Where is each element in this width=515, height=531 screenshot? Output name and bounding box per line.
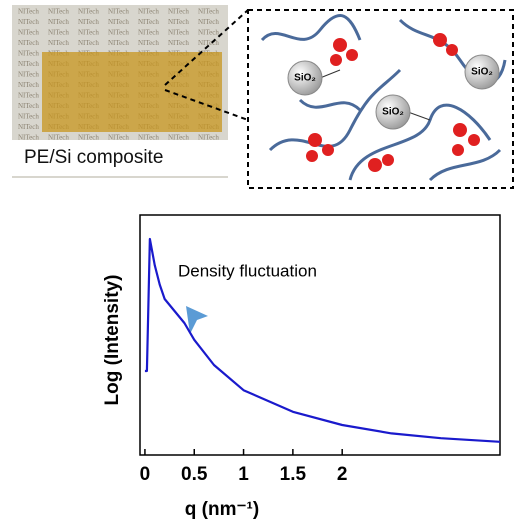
background-text: NITech [108,8,129,16]
x-tick-label: 0.5 [181,464,208,485]
background-text: NITech [108,18,129,26]
annotation-arrow [186,306,208,334]
sio2-particle [287,60,323,96]
background-text: NITech [18,39,39,47]
film-overlay [42,52,222,132]
background-text: NITech [48,18,69,26]
background-text: NITech [18,102,39,110]
background-text: NITech [168,134,189,142]
particle-label: SiO₂ [294,73,316,84]
background-text: NITech [168,18,189,26]
background-text: NITech [48,29,69,37]
background-text: NITech [18,71,39,79]
background-text: NITech [18,50,39,58]
background-text: NITech [78,29,99,37]
background-text: NITech [48,134,69,142]
functional-groups [306,33,480,172]
schematic [247,9,514,189]
x-tick-label: 1 [238,464,249,485]
background-text: NITech [18,18,39,26]
particle-label: SiO₂ [382,107,404,118]
sio2-particle [375,94,411,130]
background-text: NITech [18,123,39,131]
x-tick-label: 0 [140,464,151,485]
background-text: NITech [168,8,189,16]
background-text: NITech [168,39,189,47]
photo: NITech NITech NITech NITech NITech NITech NITe… [12,5,228,178]
background-text: NITech [78,18,99,26]
background-text: NITech [78,8,99,16]
zoom-line [164,89,249,121]
background-text: NITech [138,18,159,26]
background-text: NITech [108,39,129,47]
background-text: NITech [18,134,39,142]
photo-label: PE/Si composite [24,147,163,168]
background-text: NITech [198,29,219,37]
background-text: NITech [198,134,219,142]
background-text: NITech [48,8,69,16]
x-tick-label: 2 [337,464,348,485]
x-tick-label: 1.5 [280,464,307,485]
background-text: NITech [18,60,39,68]
background-text: NITech [168,29,189,37]
background-text: NITech [18,92,39,100]
background-text: NITech [198,18,219,26]
background-text: NITech [18,113,39,121]
sio2-particle [464,54,500,90]
x-axis-label: q (nm⁻¹) [185,499,259,520]
zoom-line [164,9,249,86]
background-text: NITech [18,81,39,89]
background-text: NITech [108,134,129,142]
schematic-box [247,9,514,189]
background-text: NITech [138,29,159,37]
background-text: NITech [198,39,219,47]
background-text: NITech [78,134,99,142]
y-axis-label: Log (Intensity) [102,275,123,406]
background-text: NITech [198,8,219,16]
annotation: Density fluctuation [178,261,317,280]
background-text: NITech [48,39,69,47]
background-text: NITech [78,39,99,47]
particle-label: SiO₂ [471,67,493,78]
background-text: NITech [108,29,129,37]
background-text: NITech [138,134,159,142]
plot-frame [139,214,501,456]
data-line [144,237,501,443]
background-text: NITech [138,39,159,47]
background-text: NITech [138,8,159,16]
background-text: NITech [18,29,39,37]
label-box [12,140,228,176]
background-text: NITech [18,8,39,16]
